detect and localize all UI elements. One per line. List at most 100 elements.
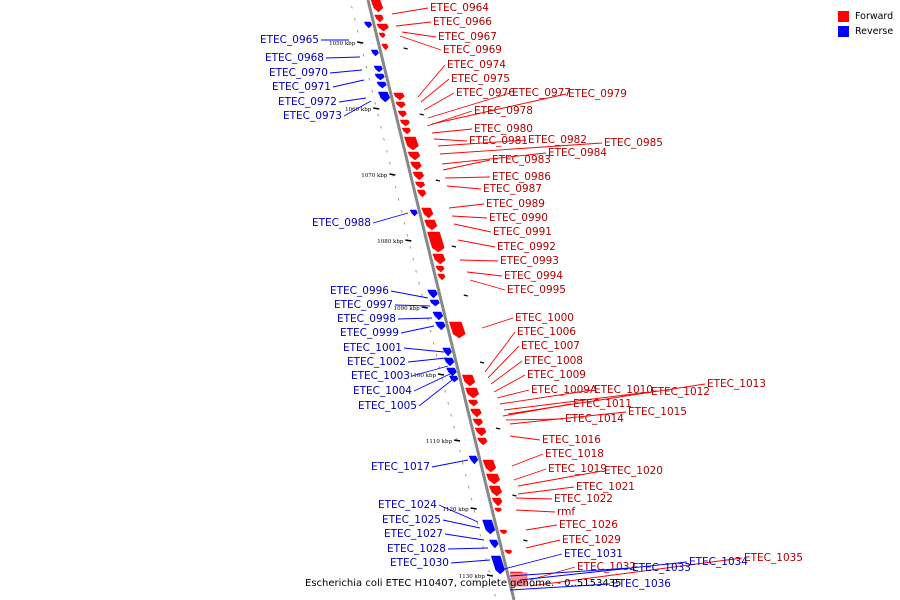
reverse-gene-block[interactable] bbox=[468, 455, 479, 465]
gene-label[interactable]: ETEC_1018 bbox=[511, 448, 604, 467]
gene-label[interactable]: ETEC_1008 bbox=[490, 355, 583, 385]
gene-label[interactable]: ETEC_0979 bbox=[431, 88, 627, 125]
gene-label[interactable]: ETEC_0993 bbox=[459, 255, 559, 267]
forward-gene-block[interactable] bbox=[482, 459, 497, 473]
reverse-gene-block[interactable] bbox=[376, 81, 387, 89]
gene-label[interactable]: ETEC_1007 bbox=[487, 340, 580, 379]
forward-gene-block[interactable] bbox=[499, 529, 508, 535]
gene-label[interactable]: ETEC_0992 bbox=[457, 239, 556, 253]
gene-label[interactable]: ETEC_1005 bbox=[358, 379, 453, 412]
reverse-gene-block[interactable] bbox=[482, 519, 496, 535]
reverse-gene-block[interactable] bbox=[442, 347, 452, 357]
gene-label[interactable]: ETEC_0988 bbox=[312, 212, 409, 229]
gene-label[interactable]: ETEC_1000 bbox=[481, 312, 574, 329]
gene-label[interactable]: ETEC_0991 bbox=[453, 223, 552, 238]
gene-label[interactable]: ETEC_1024 bbox=[378, 499, 479, 523]
reverse-gene-block[interactable] bbox=[489, 539, 499, 549]
gene-label[interactable]: ETEC_1017 bbox=[371, 459, 469, 473]
gene-label[interactable]: ETEC_1012 bbox=[503, 386, 710, 411]
gene-label[interactable]: ETEC_0999 bbox=[340, 325, 435, 339]
reverse-gene-block[interactable] bbox=[363, 21, 373, 29]
gene-label[interactable]: ETEC_0989 bbox=[448, 198, 545, 210]
gene-label[interactable]: ETEC_1021 bbox=[517, 481, 635, 495]
gene-label[interactable]: ETEC_0973 bbox=[283, 100, 372, 122]
forward-gene-block[interactable] bbox=[410, 161, 422, 171]
gene-label[interactable]: ETEC_1016 bbox=[509, 434, 601, 446]
gene-label[interactable]: ETEC_0966 bbox=[395, 16, 492, 28]
gene-label[interactable]: ETEC_1001 bbox=[343, 342, 445, 354]
gene-label[interactable]: rmf bbox=[515, 506, 575, 518]
forward-gene-block[interactable] bbox=[427, 231, 445, 253]
gene-label[interactable]: ETEC_1031 bbox=[499, 548, 623, 571]
forward-gene-block[interactable] bbox=[488, 485, 502, 497]
forward-gene-block[interactable] bbox=[435, 265, 445, 273]
forward-gene-block[interactable] bbox=[461, 374, 476, 387]
gene-label[interactable]: ETEC_0995 bbox=[469, 279, 566, 296]
reverse-gene-block[interactable] bbox=[427, 289, 438, 299]
reverse-gene-block[interactable] bbox=[432, 311, 444, 321]
forward-gene-block[interactable] bbox=[412, 171, 425, 181]
reverse-gene-block[interactable] bbox=[434, 321, 446, 331]
gene-label[interactable]: ETEC_0986 bbox=[444, 171, 551, 183]
forward-gene-block[interactable] bbox=[474, 427, 487, 437]
gene-label[interactable]: ETEC_0981 bbox=[433, 135, 528, 147]
reverse-gene-block[interactable] bbox=[378, 91, 391, 103]
gene-label[interactable]: ETEC_1036 bbox=[509, 578, 671, 591]
gene-label[interactable]: ETEC_0964 bbox=[391, 2, 489, 15]
forward-gene-block[interactable] bbox=[370, 0, 384, 13]
gene-label[interactable]: ETEC_0990 bbox=[451, 212, 548, 224]
forward-gene-block[interactable] bbox=[491, 497, 503, 507]
gene-label[interactable]: ETEC_0994 bbox=[466, 270, 563, 282]
gene-label[interactable]: ETEC_1020 bbox=[517, 465, 663, 487]
forward-gene-block[interactable] bbox=[424, 219, 438, 231]
forward-gene-block[interactable] bbox=[403, 136, 419, 151]
reverse-gene-block[interactable] bbox=[446, 367, 457, 377]
gene-label[interactable]: ETEC_1015 bbox=[509, 406, 687, 425]
forward-gene-block[interactable] bbox=[465, 387, 480, 399]
gene-label[interactable]: ETEC_0967 bbox=[401, 31, 497, 43]
gene-label[interactable]: ETEC_1030 bbox=[390, 557, 491, 569]
forward-gene-block[interactable] bbox=[477, 437, 488, 446]
forward-gene-block[interactable] bbox=[504, 549, 513, 555]
gene-label[interactable]: ETEC_0972 bbox=[278, 96, 367, 108]
forward-gene-block[interactable] bbox=[470, 408, 482, 418]
forward-gene-block[interactable] bbox=[485, 473, 501, 485]
forward-gene-block[interactable] bbox=[399, 119, 410, 127]
gene-label[interactable]: ETEC_1009A bbox=[496, 384, 598, 399]
gene-label[interactable]: ETEC_1029 bbox=[525, 534, 621, 549]
forward-gene-block[interactable] bbox=[376, 23, 389, 32]
reverse-gene-block[interactable] bbox=[374, 73, 385, 81]
forward-gene-block[interactable] bbox=[393, 92, 405, 101]
gene-label[interactable]: ETEC_1003 bbox=[351, 365, 449, 382]
gene-label[interactable]: ETEC_1035 bbox=[529, 552, 803, 587]
gene-label[interactable]: ETEC_0969 bbox=[399, 35, 502, 56]
gene-label[interactable]: ETEC_0998 bbox=[337, 313, 433, 325]
forward-gene-block[interactable] bbox=[432, 253, 446, 265]
gene-label[interactable]: ETEC_1002 bbox=[347, 356, 447, 368]
gene-label[interactable]: ETEC_0980 bbox=[431, 123, 533, 135]
gene-label[interactable]: ETEC_0982 bbox=[437, 134, 587, 147]
forward-gene-block[interactable] bbox=[467, 399, 479, 407]
gene-label[interactable]: ETEC_0975 bbox=[420, 73, 510, 103]
forward-gene-block[interactable] bbox=[437, 273, 446, 281]
forward-gene-block[interactable] bbox=[381, 43, 389, 51]
forward-gene-block[interactable] bbox=[378, 32, 386, 39]
gene-label[interactable]: ETEC_1019 bbox=[513, 463, 607, 481]
gene-label[interactable]: ETEC_0983 bbox=[442, 154, 551, 171]
gene-label[interactable]: ETEC_1025 bbox=[382, 514, 481, 529]
forward-gene-block[interactable] bbox=[397, 110, 407, 118]
reverse-gene-block[interactable] bbox=[449, 375, 459, 383]
gene-label[interactable]: ETEC_1011 bbox=[502, 398, 632, 417]
reverse-gene-block[interactable] bbox=[373, 65, 383, 73]
gene-label[interactable]: ETEC_1009 bbox=[493, 369, 586, 393]
gene-label[interactable]: ETEC_1022 bbox=[515, 493, 613, 505]
forward-gene-block[interactable] bbox=[395, 101, 406, 109]
reverse-gene-block[interactable] bbox=[443, 357, 455, 367]
gene-label[interactable]: ETEC_1027 bbox=[384, 528, 485, 541]
gene-label[interactable]: ETEC_0996 bbox=[330, 285, 429, 299]
reverse-gene-block[interactable] bbox=[409, 209, 418, 217]
gene-label[interactable]: ETEC_1028 bbox=[387, 543, 489, 555]
gene-label[interactable]: ETEC_0985 bbox=[439, 137, 663, 155]
reverse-gene-block[interactable] bbox=[370, 49, 379, 57]
gene-label[interactable]: ETEC_1004 bbox=[353, 373, 451, 397]
